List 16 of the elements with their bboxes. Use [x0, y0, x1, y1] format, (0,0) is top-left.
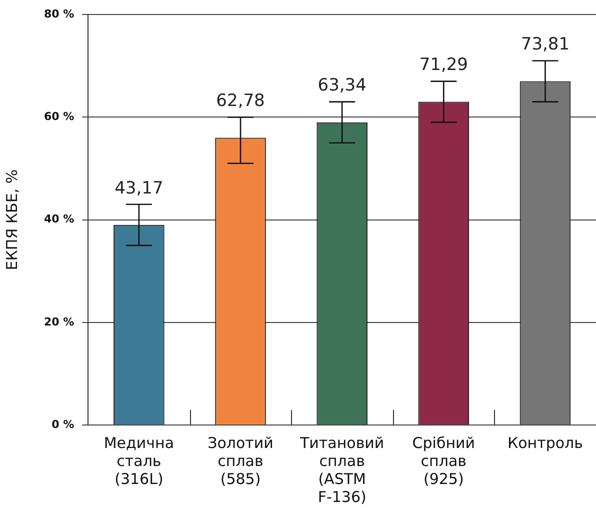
annotation: 73,81 — [520, 34, 570, 55]
y-tick-label: 20 % — [44, 315, 74, 328]
y-tick-label: 80 % — [44, 7, 74, 20]
x-tick-label: Титановий сплав (ASTM F-136) — [298, 434, 384, 506]
x-tick-label: Контроль — [507, 434, 583, 452]
y-axis-title: ЕКПЯ КБЕ, % — [2, 169, 21, 270]
y-tick-label: 0 % — [52, 418, 74, 431]
x-tick-label: Срібний сплав (925) — [412, 434, 476, 488]
y-tick-label: 60 % — [44, 110, 74, 124]
y-tick-label: 40 % — [44, 212, 74, 226]
annotation: 63,34 — [318, 76, 366, 96]
annotation: 62,78 — [216, 91, 265, 112]
annotation: 43,17 — [114, 178, 164, 198]
x-tick-label: Золотий сплав (585) — [208, 434, 274, 488]
x-tick-label: Медична сталь (316L) — [104, 434, 174, 488]
annotation: 71,29 — [419, 55, 468, 76]
